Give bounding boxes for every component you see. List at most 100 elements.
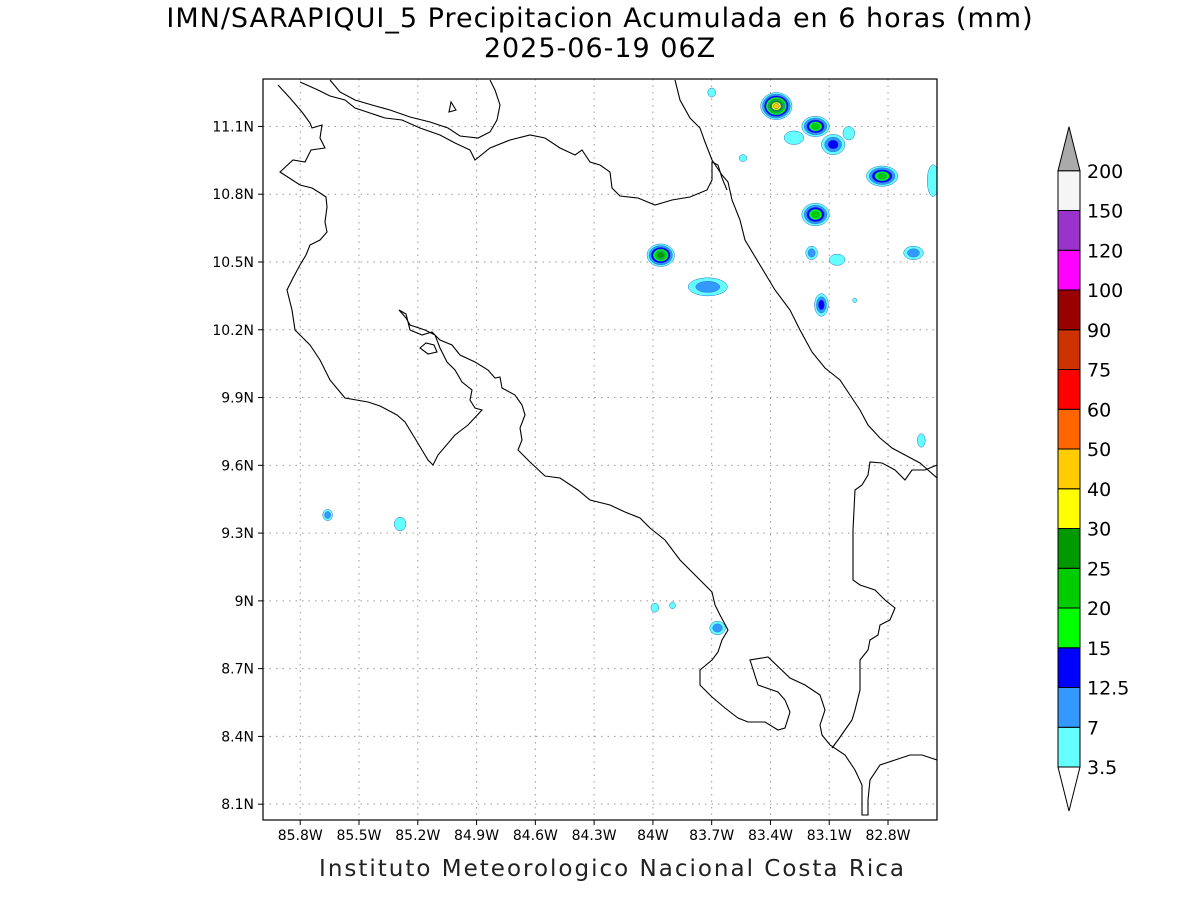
colorbar-swatch [1057, 528, 1081, 569]
x-tick-label: 85.2W [395, 828, 440, 844]
coastline [277, 79, 937, 816]
colorbar-label: 15 [1087, 638, 1111, 660]
map-title: IMN/SARAPIQUI_5 Precipitacion Acumulada … [166, 3, 1034, 34]
colorbar-label: 120 [1087, 240, 1123, 262]
rain-contour [695, 281, 721, 293]
colorbar-label: 75 [1087, 360, 1111, 382]
colorbar-label: 20 [1087, 598, 1111, 620]
colorbar-swatch [1057, 488, 1081, 529]
colorbar-upper-arrow [1057, 126, 1081, 172]
colorbar-swatch [1057, 210, 1081, 251]
y-tick-label: 10.5N [212, 255, 254, 271]
rain-cell [821, 134, 846, 155]
y-tick-label: 8.4N [221, 729, 254, 745]
colorbar-label: 3.5 [1087, 757, 1117, 779]
x-tick-label: 82.8W [866, 828, 911, 844]
colorbar-swatch [1057, 369, 1081, 410]
y-tick-label: 10.2N [212, 323, 254, 339]
rain-contour [394, 517, 407, 532]
rain-cell [709, 620, 726, 635]
colorbar-legend: 3.5 7 12.5 15 20 25 30 40 50 60 75 90 100 120 150 200 [1057, 126, 1129, 812]
rain-contour [828, 253, 846, 266]
colorbar-swatch [1057, 567, 1081, 609]
colorbar-lower-arrow [1057, 766, 1081, 812]
rain-cell [814, 293, 829, 317]
colorbar-swatch [1057, 687, 1081, 728]
x-tick-label: 85.8W [278, 828, 323, 844]
rain-contour [926, 164, 937, 197]
rain-cell [917, 433, 926, 448]
x-axis-ticks: 85.8W 85.5W 85.2W 84.9W 84.6W 84.3W 84W 83.7W 83… [278, 820, 911, 844]
y-tick-label: 10.8N [212, 187, 254, 203]
rain-cell [646, 243, 675, 267]
rain-contour [807, 248, 816, 258]
y-axis-ticks: 8.1N 8.4N 8.7N 9N 9.3N 9.6N 9.9N 10.2N 10.5N 10.8… [212, 119, 263, 813]
rain-cell [866, 165, 899, 187]
colorbar-swatch [1057, 647, 1081, 688]
rain-cell [903, 245, 924, 260]
grid-lines [263, 79, 937, 820]
rain-cell [394, 517, 407, 532]
rain-contour [818, 299, 825, 311]
rain-contour [657, 252, 665, 259]
colorbar-label: 30 [1087, 519, 1111, 541]
rain-contour [811, 211, 820, 219]
colorbar-label: 100 [1087, 280, 1123, 302]
rain-cell [669, 601, 676, 610]
colorbar-swatch [1057, 329, 1081, 370]
colorbar-swatch [1057, 289, 1081, 331]
rain-cell [926, 164, 937, 197]
colorbar-swatch [1057, 249, 1081, 291]
x-tick-label: 85.5W [336, 828, 381, 844]
y-tick-label: 8.1N [221, 797, 254, 813]
y-tick-label: 9.3N [221, 526, 254, 542]
rain-cell [707, 87, 716, 98]
x-tick-label: 83.1W [807, 828, 852, 844]
colorbar-label: 7 [1087, 717, 1099, 739]
y-tick-label: 11.1N [212, 119, 254, 135]
rain-contour [712, 623, 723, 633]
colorbar-label: 40 [1087, 479, 1111, 501]
colorbar-swatch [1057, 726, 1081, 768]
rain-contour [773, 103, 780, 109]
rain-contour [852, 297, 857, 303]
rain-contour [877, 172, 887, 180]
rain-contour [842, 126, 855, 141]
rain-cell [760, 92, 793, 120]
map-subtitle: 2025-06-19 06Z [483, 33, 717, 64]
x-tick-label: 84.3W [572, 828, 617, 844]
rain-cells [322, 87, 937, 635]
rain-cell [842, 126, 855, 141]
colorbar-swatch [1057, 607, 1081, 649]
colorbar-swatch [1057, 408, 1081, 450]
rain-cell [801, 116, 830, 137]
y-tick-label: 9.9N [221, 391, 254, 407]
x-tick-label: 83.7W [689, 828, 734, 844]
rain-cell [738, 154, 748, 162]
plot-frame [262, 78, 938, 821]
rain-contour [917, 433, 926, 448]
x-tick-label: 84.9W [454, 828, 499, 844]
x-tick-label: 84.6W [513, 828, 558, 844]
colorbar-label: 90 [1087, 320, 1111, 342]
footer-credit: Instituto Meteorologico Nacional Costa R… [319, 856, 906, 882]
colorbar-label: 50 [1087, 439, 1111, 461]
rain-cell [783, 130, 805, 145]
rain-contour [827, 139, 839, 150]
x-tick-label: 84W [637, 828, 669, 844]
x-tick-label: 83.4W [748, 828, 793, 844]
rain-contour [907, 248, 920, 258]
rain-contour [783, 130, 805, 145]
colorbar-swatch [1057, 448, 1081, 490]
rain-cell [687, 277, 728, 297]
colorbar-label: 150 [1087, 201, 1123, 223]
rain-cell [805, 245, 818, 260]
rain-cell [322, 509, 333, 521]
colorbar-label: 25 [1087, 558, 1111, 580]
colorbar-swatch [1057, 170, 1081, 211]
rain-contour [650, 602, 660, 613]
rain-cell [801, 203, 830, 227]
rain-contour [738, 154, 748, 162]
y-tick-label: 9.6N [221, 458, 254, 474]
